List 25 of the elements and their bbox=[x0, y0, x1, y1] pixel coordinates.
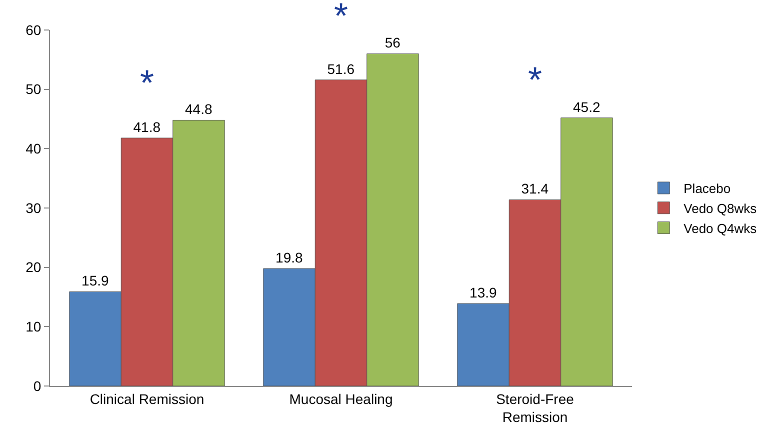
data-label: 19.8 bbox=[276, 250, 303, 266]
y-tick-label: 60 bbox=[26, 22, 42, 38]
legend-label: Placebo bbox=[684, 181, 731, 196]
data-label: 15.9 bbox=[82, 272, 109, 289]
data-label: 45.2 bbox=[573, 98, 600, 115]
data-label: 51.6 bbox=[327, 60, 355, 77]
y-tick-label: 10 bbox=[26, 318, 42, 335]
data-label: 31.4 bbox=[521, 180, 549, 197]
x-tick-label: Steroid-Free Remission bbox=[496, 390, 574, 425]
annotation: * bbox=[528, 59, 542, 100]
x-tick-label: Clinical Remission bbox=[90, 390, 204, 407]
x-tick-label: Mucosal Healing bbox=[289, 390, 393, 407]
legend-label: Vedo Q8wks bbox=[684, 200, 758, 216]
y-tick-label: 40 bbox=[26, 140, 42, 157]
y-tick-label: 30 bbox=[26, 200, 42, 216]
data-label: 13.9 bbox=[470, 284, 497, 301]
annotation: * bbox=[140, 62, 154, 103]
data-label: 56 bbox=[384, 34, 401, 51]
y-tick-label: 50 bbox=[26, 81, 42, 98]
legend-label: Vedo Q4wks bbox=[684, 220, 758, 236]
y-tick-label: 20 bbox=[26, 259, 42, 276]
annotation: * bbox=[334, 0, 348, 36]
y-tick-label: 0 bbox=[33, 378, 42, 394]
data-label: 44.8 bbox=[185, 101, 212, 118]
data-label: 41.8 bbox=[133, 118, 161, 135]
